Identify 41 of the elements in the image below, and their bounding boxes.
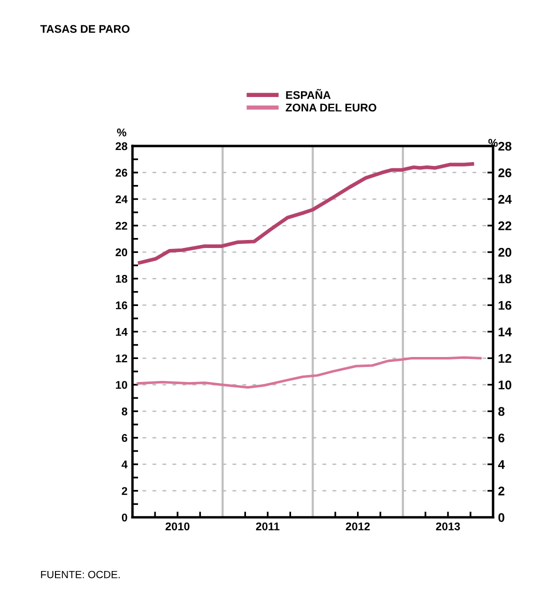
y2-tick-label: 2 (498, 486, 504, 496)
y2-tick-label: 16 (498, 300, 512, 310)
y2-tick-label: 22 (498, 221, 512, 230)
y-tick-label: 6 (122, 434, 128, 442)
y-tick-label: 0 (122, 514, 128, 522)
y-tick-label: 4 (122, 460, 128, 468)
x-tick-label: 2011 (256, 522, 280, 530)
y-axis-title: % (117, 128, 126, 136)
chart-title: TASAS DE PARO (40, 25, 130, 33)
y-tick-label: 26 (116, 168, 128, 177)
y2-tick-label: 8 (498, 407, 504, 416)
y2-tick-label: 28 (498, 142, 512, 151)
legend-label: ESPAÑA (286, 88, 331, 99)
y2-tick-label: 18 (498, 274, 512, 284)
y-tick-label: 20 (116, 248, 128, 256)
y-tick-label: 16 (116, 301, 128, 310)
x-tick-label: 2010 (166, 522, 190, 530)
y2-tick-label: 10 (498, 380, 512, 390)
y-tick-label: 10 (116, 380, 128, 389)
y2-tick-label: 20 (498, 248, 512, 257)
y2-tick-label: 12 (498, 354, 512, 363)
y2-tick-label: 0 (498, 513, 504, 522)
y-tick-label: 14 (116, 328, 128, 336)
y-tick-label: 2 (122, 487, 128, 495)
x-tick-label: 2012 (346, 522, 370, 530)
y-tick-label: 18 (116, 274, 128, 283)
y2-tick-label: 4 (498, 460, 505, 469)
y2-tick-label: 24 (498, 194, 512, 204)
x-tick-label: 2013 (436, 522, 460, 530)
legend-label: ZONA DEL EURO (286, 104, 376, 112)
y-tick-label: 8 (122, 408, 128, 416)
y2-tick-label: 14 (498, 328, 512, 336)
source-note: FUENTE: OCDE. (41, 570, 120, 578)
y-tick-label: 22 (116, 222, 128, 230)
y-tick-label: 24 (116, 195, 128, 204)
line-series (138, 162, 474, 265)
y-tick-label: 12 (116, 354, 128, 362)
line-series (136, 356, 482, 389)
y-tick-label: 28 (116, 142, 128, 150)
y2-tick-label: 26 (498, 168, 512, 178)
y2-tick-label: 6 (498, 434, 504, 442)
